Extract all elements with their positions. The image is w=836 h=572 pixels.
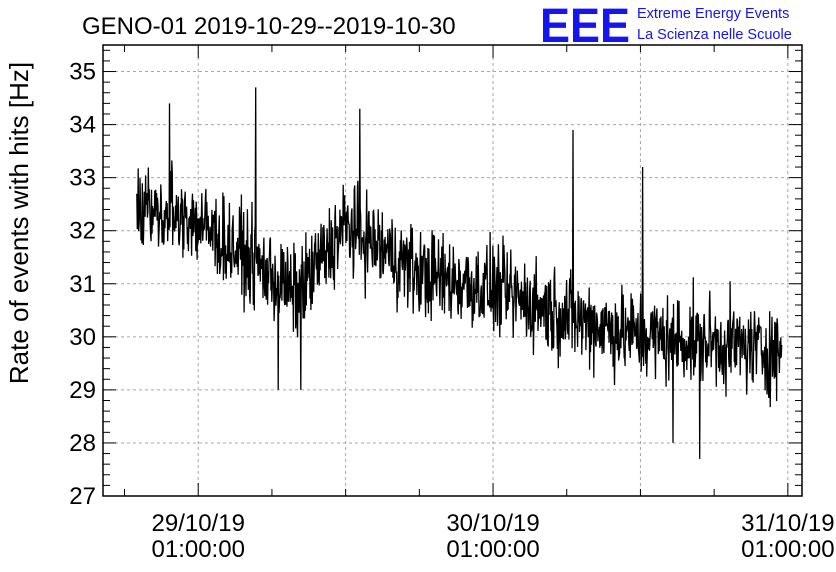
y-tick-label: 33 (69, 165, 96, 192)
x-tick-label-date: 31/10/19 (741, 510, 834, 537)
x-tick-label-time: 01:00:00 (741, 536, 834, 563)
plot-frame (102, 44, 803, 497)
logo-line2: La Scienza nelle Scuole (637, 27, 792, 43)
y-tick-label: 31 (69, 271, 96, 298)
chart-title: GENO-01 2019-10-29--2019-10-30 (82, 13, 456, 40)
y-axis-label: Rate of events with hits [Hz] (4, 62, 34, 384)
x-tick-label-date: 29/10/19 (152, 510, 245, 537)
y-tick-label: 35 (69, 59, 96, 86)
logo-line1: Extreme Energy Events (637, 6, 789, 22)
x-tick-label-date: 30/10/19 (446, 510, 539, 537)
axes: 27282930313233343529/10/1901:00:0030/10/… (69, 44, 835, 563)
y-tick-label: 32 (69, 218, 96, 245)
y-tick-label: 29 (69, 377, 96, 404)
eee-logo: EEE Extreme Energy Events La Scienza nel… (540, 0, 792, 53)
series-line (136, 87, 783, 459)
series-layer (136, 87, 783, 459)
y-tick-label: 27 (69, 483, 96, 510)
y-tick-label: 28 (69, 430, 96, 457)
y-tick-label: 30 (69, 324, 96, 351)
x-tick-label-time: 01:00:00 (446, 536, 539, 563)
x-tick-label-time: 01:00:00 (152, 536, 245, 563)
y-tick-label: 34 (69, 112, 96, 139)
logo-letters: EEE (540, 0, 630, 53)
